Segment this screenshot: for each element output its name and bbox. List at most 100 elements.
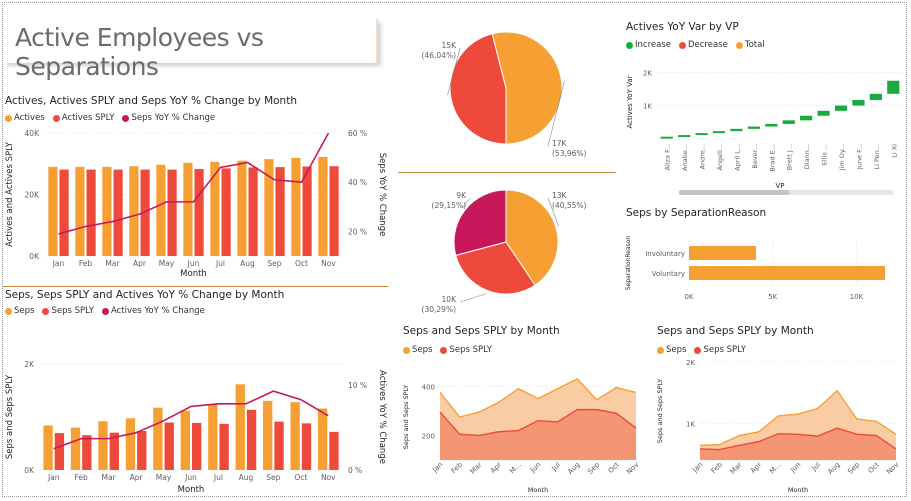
x-tick-label: 5K — [768, 293, 777, 301]
x-tick-label: Feb — [79, 259, 93, 268]
bar-seps — [235, 384, 245, 470]
chart-actives-by-month[interactable]: Actives, Actives SPLY and Seps YoY % Cha… — [0, 90, 392, 285]
bar-seps-sply — [301, 423, 312, 470]
waterfall-bar — [765, 123, 778, 127]
data-label-pct: (53,96%) — [552, 149, 587, 158]
pie-chart-bottom[interactable]: 13K (40,55%) 10K (30,29%) 9K (29,15%) — [398, 176, 616, 316]
waterfall-bar — [730, 128, 743, 132]
area-fill — [440, 409, 636, 460]
bar-actives-sply — [86, 169, 96, 256]
chart-seps-area-1[interactable]: Seps and Seps SPLY by Month Seps Seps SP… — [398, 318, 648, 498]
horizontal-scrollbar[interactable] — [679, 190, 893, 195]
chart-actives-yoy-var-by-vp[interactable]: Actives YoY Var by VP Increase Decrease … — [620, 18, 906, 198]
pie-chart-top[interactable]: 15K (46,04%) 17K (53,96%) — [398, 30, 616, 170]
x-tick-label: M... — [768, 461, 783, 476]
area-line — [439, 408, 637, 437]
line-series — [53, 390, 329, 450]
x-tick-label: Sep — [266, 473, 280, 482]
bar-actives-sply — [194, 168, 204, 256]
x-tick-label: Sep — [267, 259, 281, 268]
x-tick-label: Apr — [749, 461, 763, 475]
y-axis-label: Actives YoY Var — [626, 75, 634, 128]
x-tick-label: Aug — [826, 461, 841, 476]
bar-seps-sply — [329, 431, 339, 470]
plot-area: 0K 5K 10K Involuntary Voluntary SeparationRea… — [625, 236, 885, 301]
bar-seps — [43, 425, 53, 470]
x-tick-label: Diann... — [803, 144, 811, 169]
chart-legend: Increase Decrease Total — [626, 40, 769, 50]
area-line — [699, 427, 897, 451]
x-tick-label: Apr — [133, 259, 147, 268]
x-tick-label: 0K — [684, 293, 693, 301]
bar-actives-sply — [248, 167, 258, 256]
chart-seps-by-month[interactable]: Seps, Seps SPLY and Actives YoY % Change… — [0, 288, 392, 500]
y-axis-label: Seps and Seps SPLY — [656, 379, 664, 444]
plot-area: 1K 2K Aliza F... Anabe... Andre... Angeli... A… — [626, 70, 902, 190]
bar-seps — [125, 418, 136, 470]
y-tick-label: 0K — [29, 252, 40, 261]
y2-axis-label: Actives YoY % Change — [377, 370, 387, 464]
chart-legend: Actives Actives SPLY Seps YoY % Change — [5, 113, 219, 123]
x-tick-label: Aug — [240, 259, 255, 268]
bar-actives — [291, 157, 301, 256]
legend-item: Actives — [5, 113, 45, 123]
chart-seps-area-2[interactable]: Seps and Seps SPLY by Month Seps Seps SP… — [652, 318, 906, 498]
chart-title: Seps by SeparationReason — [626, 207, 767, 219]
bar-actives — [102, 166, 112, 256]
x-tick-label: Nov — [885, 461, 900, 476]
bar-seps-sply — [109, 432, 119, 470]
data-label-pct: (46,04%) — [422, 51, 457, 60]
x-tick-label: Sep — [846, 460, 861, 475]
chart-legend: Seps Seps SPLY — [657, 345, 750, 355]
y-tick-label: 1K — [643, 102, 652, 110]
x-tick-label: Oct — [867, 461, 881, 475]
bar-actives-sply — [59, 169, 69, 256]
legend-item: Actives YoY % Change — [101, 306, 205, 316]
y-tick-label: 20K — [25, 191, 41, 200]
x-tick-label: Aliza F... — [664, 144, 672, 170]
y-axis-label: SeparationReason — [625, 236, 632, 291]
x-tick-label: Oct — [295, 259, 308, 268]
leader-line — [547, 80, 565, 147]
y-tick-label: 0K — [24, 466, 35, 475]
bar-actives-sply — [275, 167, 285, 256]
leader-line — [547, 197, 559, 227]
waterfall-bar — [747, 126, 760, 129]
x-axis-label: VP — [775, 182, 784, 190]
pie-slice — [505, 189, 559, 286]
data-label-pct: (30,29%) — [422, 305, 457, 314]
x-tick-label: Jan — [52, 259, 65, 268]
waterfall-bar — [678, 135, 691, 138]
plot-area: 0K 20K 40K 20 % 40 % 60 % Jan Feb Mar Apr May Jun Ju… — [5, 129, 387, 279]
y2-tick-label: 20 % — [348, 227, 367, 236]
x-tick-label: 10K — [850, 293, 864, 301]
chart-seps-by-separation-reason[interactable]: Seps by SeparationReason 0K 5K 10K Involunt… — [620, 203, 906, 315]
bar — [689, 246, 756, 260]
x-tick-label: M... — [508, 461, 523, 476]
bar-actives — [75, 166, 85, 256]
x-tick-label: Nov — [321, 473, 336, 482]
x-axis-label: Month — [180, 269, 207, 279]
bar-seps — [317, 408, 328, 470]
x-tick-label: Apr — [130, 473, 144, 482]
x-tick-label: Mar — [729, 461, 744, 476]
y-axis-label: Seps and Seps SPLY — [402, 385, 410, 450]
bar-seps-sply — [54, 433, 65, 470]
plot-area: 200 400 Jan Feb Mar Apr M... Jun Jul Aug Sep Oct Nov… — [402, 378, 640, 494]
scrollbar-thumb[interactable] — [679, 190, 789, 195]
leader-line — [459, 293, 487, 303]
y-tick-label: Voluntary — [652, 270, 685, 278]
chart-title: Seps, Seps SPLY and Actives YoY % Change… — [5, 289, 285, 301]
bar-actives — [318, 156, 328, 256]
data-label: 13K — [552, 191, 568, 200]
data-label: 9K — [456, 191, 467, 200]
waterfall-bar — [887, 80, 900, 94]
x-tick-label: Feb — [75, 473, 89, 482]
y2-tick-label: 40 % — [348, 178, 367, 187]
x-tick-label: Nov — [625, 461, 640, 476]
x-tick-label: Angeli... — [716, 144, 724, 171]
x-tick-label: Oct — [294, 473, 307, 482]
bar-seps-sply — [137, 430, 147, 470]
bar-seps — [70, 427, 81, 470]
